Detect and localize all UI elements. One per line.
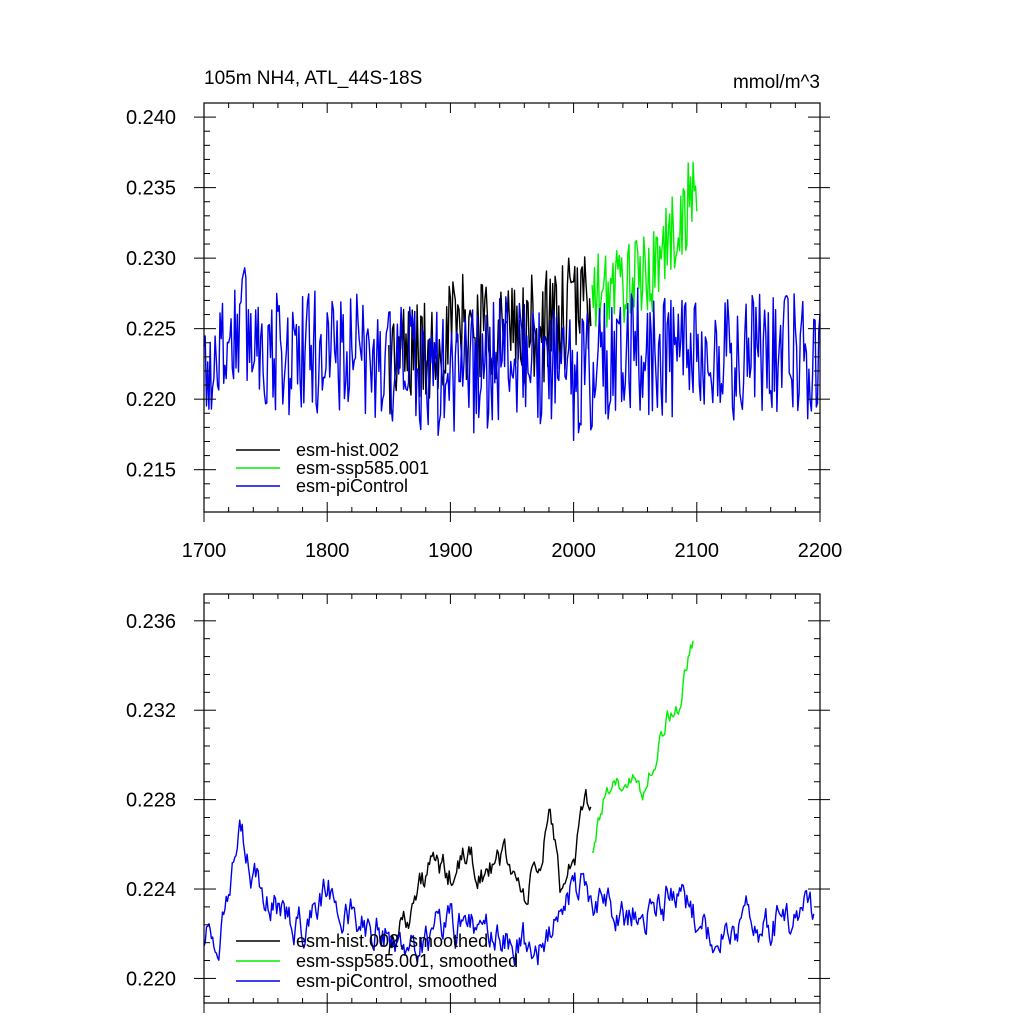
bottom-plot-frame xyxy=(203,593,821,1004)
top-xtick-label: 2000 xyxy=(551,540,596,562)
bottom-series-esm-picontrol-smoothed xyxy=(203,819,815,966)
top-xtick-label: 2200 xyxy=(798,540,843,562)
bottom-ytick-label: 0.236 xyxy=(126,611,176,633)
top-series-esm-picontrol xyxy=(203,267,821,442)
top-ytick-label: 0.225 xyxy=(126,319,176,341)
top-ytick-label: 0.235 xyxy=(126,178,176,200)
top-ytick-label: 0.230 xyxy=(126,248,176,270)
bottom-ytick-label: 0.232 xyxy=(126,700,176,722)
top-plot-frame xyxy=(203,102,821,513)
top-legend-label: esm-hist.002 xyxy=(296,440,399,460)
top-panel: 105m NH4, ATL_44S-18S mmol/m^3 1700 1800 1… xyxy=(126,68,842,562)
top-xtick-label: 1700 xyxy=(182,540,227,562)
top-xtick-label: 1800 xyxy=(305,540,350,562)
bottom-axis-ticks: 0.220 0.224 0.228 0.232 0.236 xyxy=(126,594,830,1013)
top-ytick-label: 0.220 xyxy=(126,389,176,411)
bottom-panel: 0.220 0.224 0.228 0.232 0.236 esm-hist.002, … xyxy=(126,593,830,1013)
bottom-ytick-label: 0.228 xyxy=(126,790,176,812)
top-ytick-label: 0.240 xyxy=(126,107,176,129)
top-series-group xyxy=(203,161,821,442)
bottom-series-esm-ssp585-001-smoothed xyxy=(592,640,694,853)
bottom-legend-label: esm-piControl, smoothed xyxy=(296,971,497,991)
top-xtick-label: 2100 xyxy=(675,540,720,562)
top-axis-ticks: 1700 1800 1900 2000 2100 2200 0.215 0.220 0.225 0… xyxy=(126,102,843,562)
bottom-ytick-label: 0.220 xyxy=(126,968,176,990)
bottom-legend-label: esm-hist.002, smoothed xyxy=(296,931,488,951)
top-title-right: mmol/m^3 xyxy=(733,72,820,93)
top-legend-label: esm-ssp585.001 xyxy=(296,458,429,478)
bottom-ytick-label: 0.224 xyxy=(126,879,176,901)
top-series-esm-ssp585-001 xyxy=(591,161,698,328)
top-xtick-label: 1900 xyxy=(428,540,473,562)
top-ytick-label: 0.215 xyxy=(126,460,176,482)
top-legend-label: esm-piControl xyxy=(296,476,408,496)
top-title-left: 105m NH4, ATL_44S-18S xyxy=(204,68,422,89)
bottom-series-esm-hist-002-smoothed xyxy=(388,788,592,956)
bottom-series-group xyxy=(203,640,815,966)
bottom-legend-label: esm-ssp585.001, smoothed xyxy=(296,951,518,971)
